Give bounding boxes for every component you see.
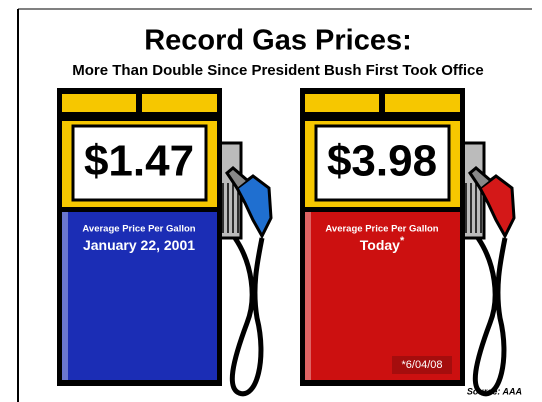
footnote: *6/04/08 xyxy=(402,359,443,371)
pump-stripe xyxy=(62,212,68,380)
date-text: January 22, 2001 xyxy=(83,237,195,253)
price-box xyxy=(314,124,451,202)
price: $1.47 xyxy=(84,137,194,186)
nozzle-spout xyxy=(225,166,248,189)
date-marker: * xyxy=(400,235,405,247)
nozzle-handle xyxy=(235,174,273,240)
footnote-box xyxy=(392,356,452,374)
price-box xyxy=(71,124,208,202)
gas-pump: $1.47 Average Price Per Gallon January 22,… xyxy=(57,88,273,397)
cap-panel xyxy=(142,94,217,112)
cap-panel xyxy=(62,94,136,112)
price-caption: Average Price Per Gallon xyxy=(325,224,438,235)
subtitle: More Than Double Since President Bush Fi… xyxy=(72,62,483,79)
pump-lower xyxy=(305,212,460,380)
price-caption: Average Price Per Gallon xyxy=(82,224,195,235)
price: $3.98 xyxy=(327,137,437,186)
hose xyxy=(229,236,265,397)
title: Record Gas Prices: xyxy=(144,25,412,57)
price-date: January 22, 2001 xyxy=(83,237,195,253)
nozzle-handle xyxy=(478,174,516,240)
price-date: Today* xyxy=(360,235,405,253)
hose xyxy=(472,236,508,397)
nozzle-spout xyxy=(468,166,491,189)
cap-panel xyxy=(385,94,460,112)
pump-stripe xyxy=(305,212,311,380)
pump-lower xyxy=(62,212,217,380)
date-text: Today xyxy=(360,237,400,253)
cap-panel xyxy=(305,94,379,112)
